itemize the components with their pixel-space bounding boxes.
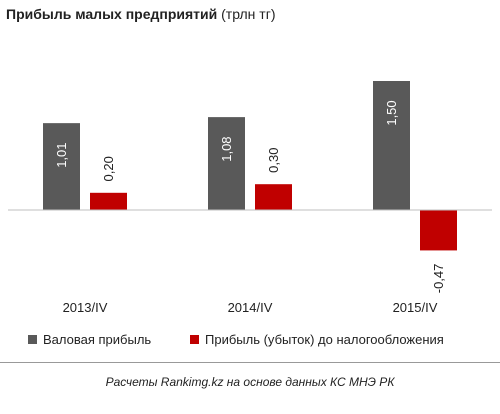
bar-gross-1 (208, 117, 245, 210)
chart-title: Прибыль малых предприятий (трлн тг) (6, 6, 275, 22)
legend-item-pretax-profit: Прибыль (убыток) до налогообложения (190, 332, 444, 347)
bar-gross-2 (373, 81, 410, 210)
legend-label-pretax-profit: Прибыль (убыток) до налогообложения (205, 332, 444, 347)
legend-item-gross-profit: Валовая прибыль (28, 332, 151, 347)
bar-chart: 1,01 0,20 2013/IV 1,08 0,30 2014/IV 1,50 -0,47 2… (8, 81, 492, 315)
data-label-gross-2: 1,50 (384, 100, 399, 125)
source-note: Расчеты Rankimg.kz на основе данных КС М… (105, 375, 395, 389)
data-label-gross-0: 1,01 (54, 142, 69, 167)
bar-pretax-2 (420, 210, 457, 251)
bar-pretax-1 (255, 184, 292, 210)
bar-gross-0 (43, 123, 80, 210)
data-label-gross-1: 1,08 (219, 136, 234, 161)
data-label-pretax-1: 0,30 (266, 148, 281, 173)
chart-title-main: Прибыль малых предприятий (6, 6, 218, 22)
category-label-2: 2015/IV (393, 300, 438, 315)
data-label-pretax-0: 0,20 (101, 156, 116, 181)
legend-swatch-pretax-profit (190, 335, 199, 344)
legend-label-gross-profit: Валовая прибыль (43, 332, 152, 347)
divider (0, 362, 500, 363)
category-label-0: 2013/IV (63, 300, 108, 315)
data-label-pretax-2: -0,47 (431, 264, 446, 294)
legend-swatch-gross-profit (28, 335, 37, 344)
category-label-1: 2014/IV (228, 300, 273, 315)
chart-title-unit: (трлн тг) (221, 6, 276, 22)
bar-pretax-0 (90, 192, 127, 210)
